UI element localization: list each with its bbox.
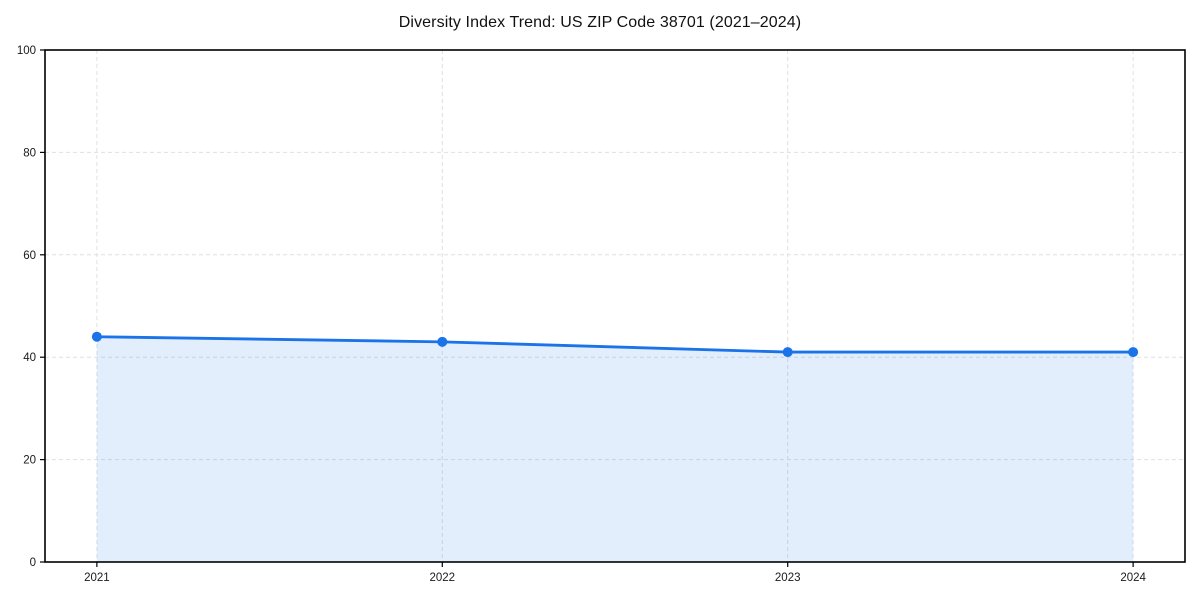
y-tick-label: 60 [23, 250, 36, 262]
y-tick-label: 0 [30, 557, 36, 569]
y-tick-label: 100 [17, 45, 36, 57]
y-tick-label: 40 [23, 352, 36, 364]
plot-border [44, 49, 1186, 563]
data-point-2021 [91, 331, 102, 342]
x-tick-label: 2023 [775, 572, 801, 584]
x-tick-label: 2021 [84, 572, 110, 584]
y-tick-label: 80 [23, 147, 36, 159]
data-point-2023 [782, 347, 793, 358]
x-tick-label: 2022 [429, 572, 455, 584]
data-point-2022 [437, 336, 448, 347]
x-tick-label: 2024 [1120, 572, 1146, 584]
chart-title: Diversity Index Trend: US ZIP Code 38701… [398, 14, 802, 31]
y-tick-label: 20 [23, 455, 36, 467]
area-fill [96, 336, 1134, 562]
trend-line [95, 335, 1135, 354]
data-point-2024 [1128, 347, 1139, 358]
